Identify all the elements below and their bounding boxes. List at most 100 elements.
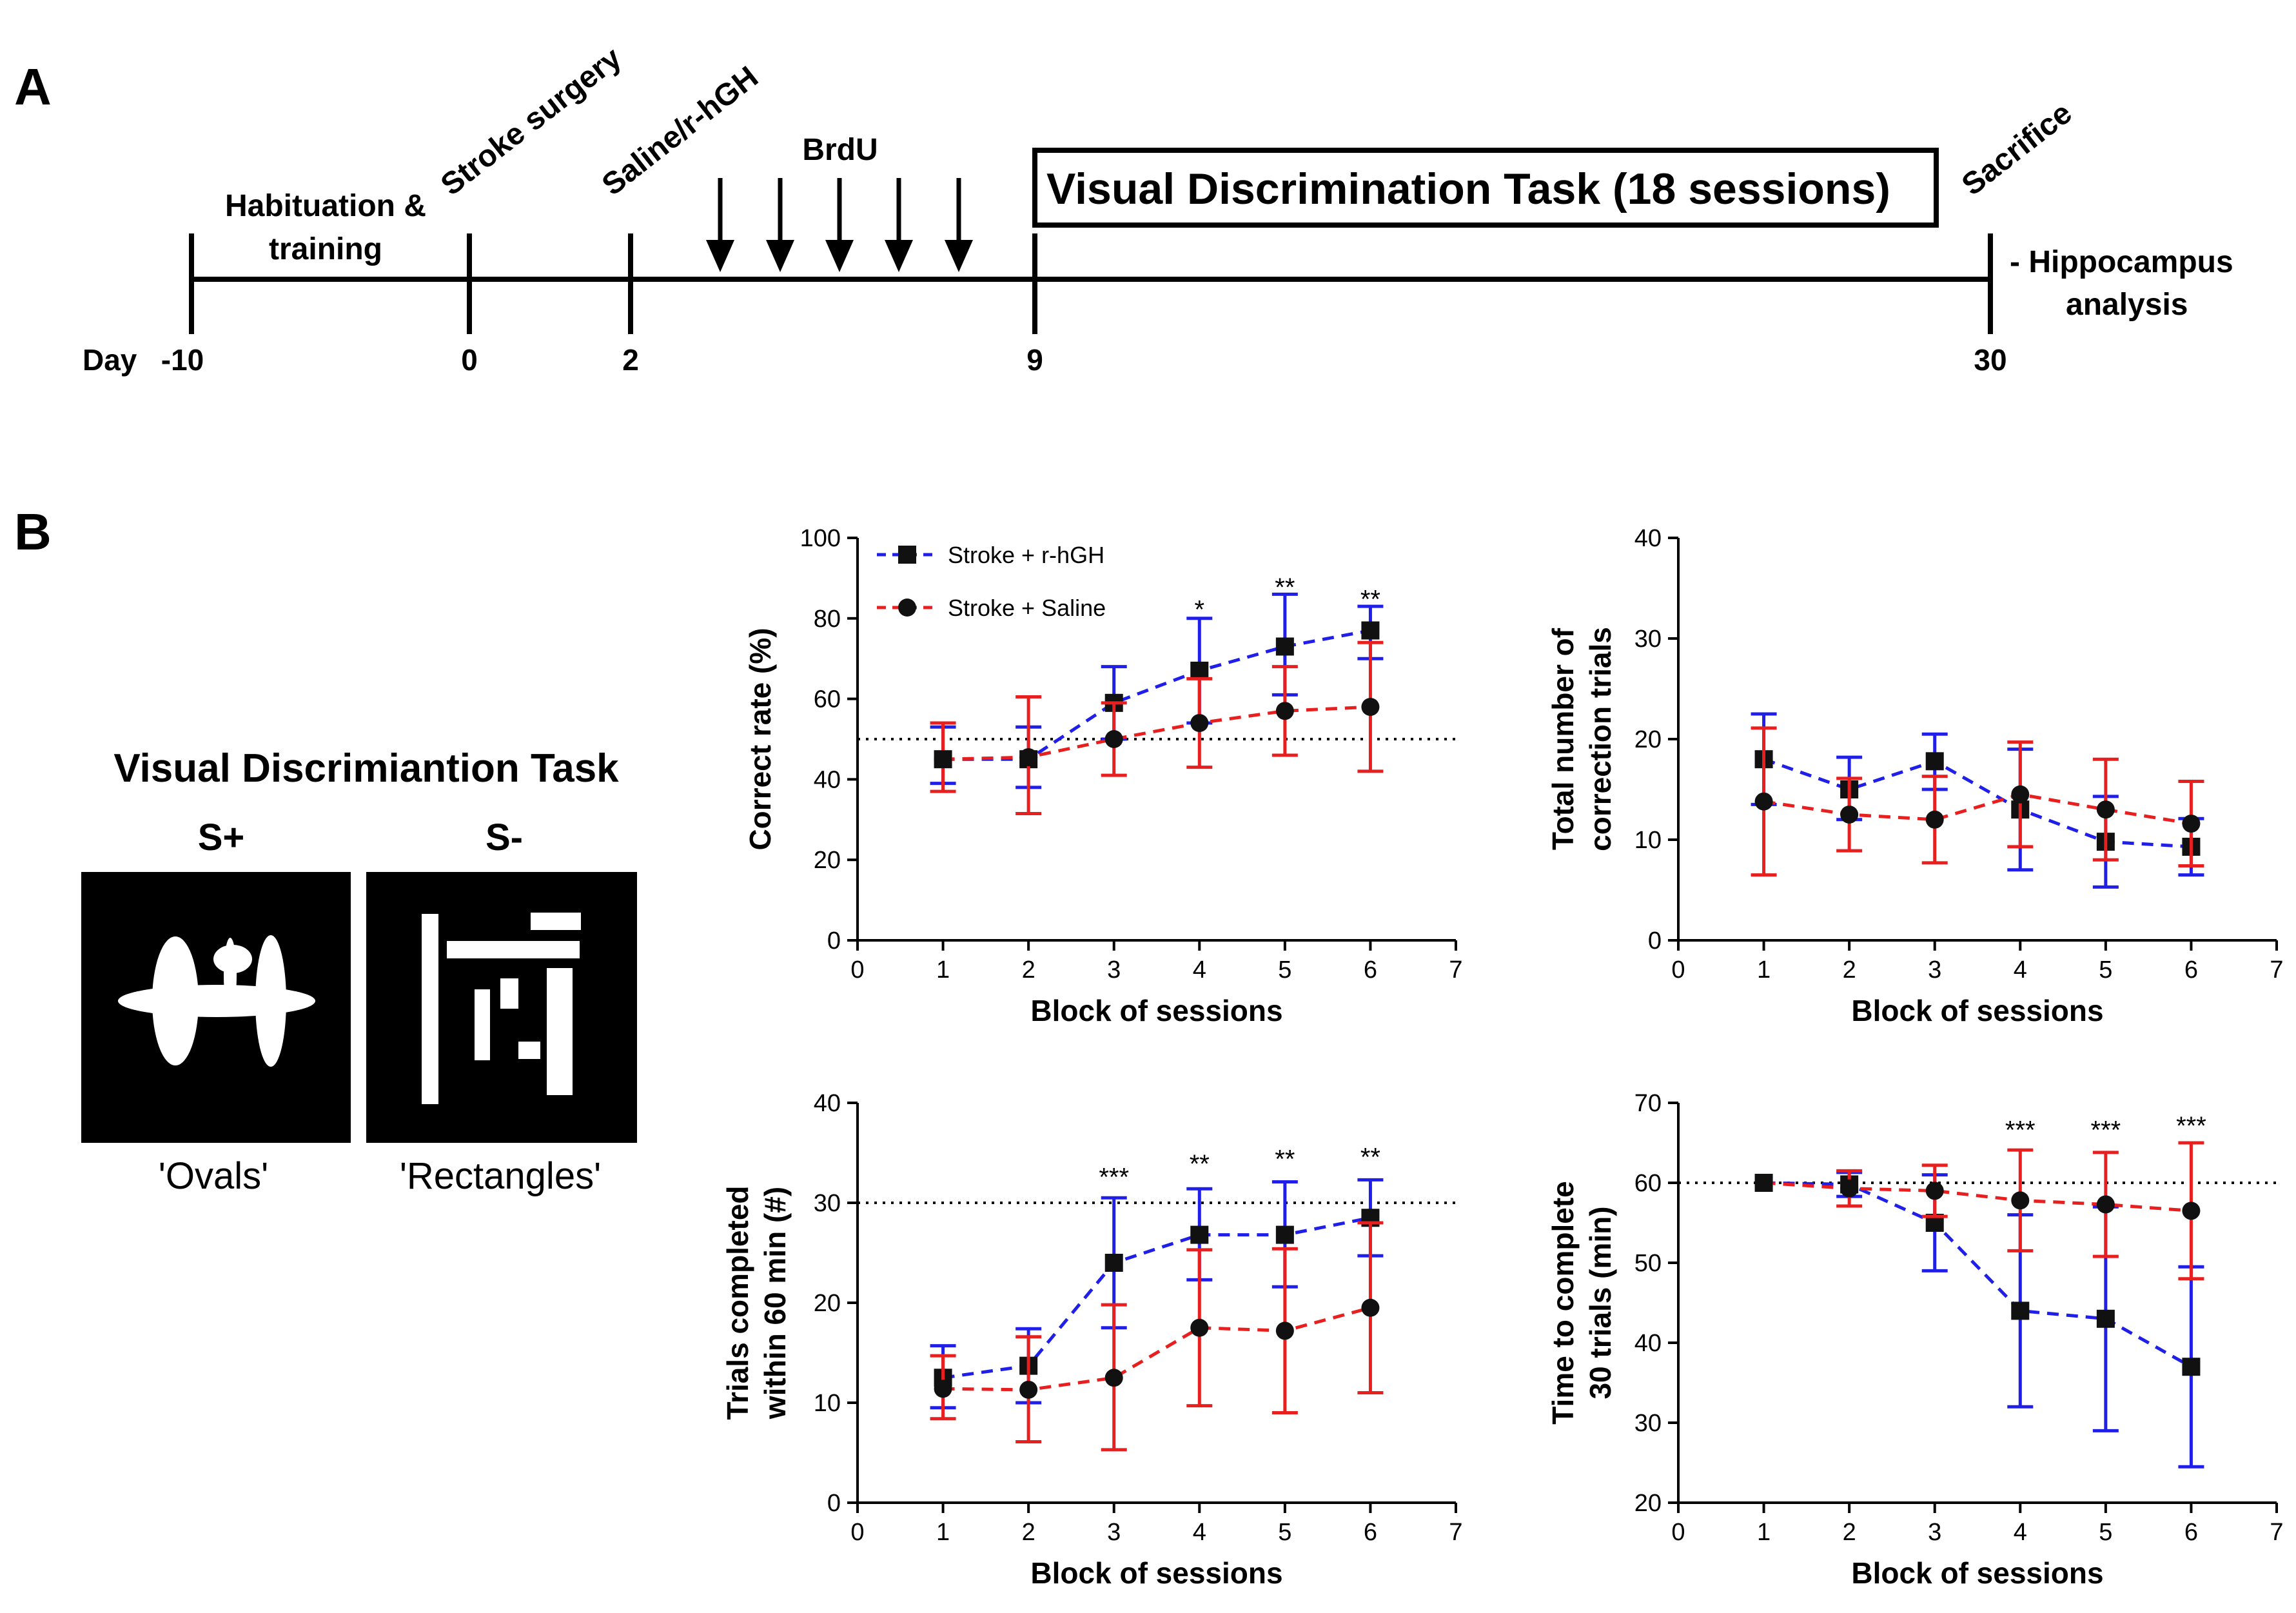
timeline-day-label: 9	[1026, 343, 1043, 377]
brdu-arrow-head	[825, 240, 854, 272]
data-point-circle	[1840, 806, 1859, 824]
y-tick-label: 0	[1648, 927, 1662, 955]
oval-left-vertical	[152, 936, 199, 1065]
timeline-event-label: Sacrifice	[1956, 96, 2078, 203]
rectangles-stimulus	[366, 872, 637, 1143]
x-tick-label: 5	[1278, 1519, 1291, 1546]
series-line	[943, 629, 1371, 761]
data-point-circle	[1275, 1321, 1294, 1340]
significance-marker: **	[1190, 1150, 1210, 1178]
x-tick-label: 6	[1364, 956, 1377, 984]
data-point-circle	[1754, 792, 1773, 811]
brdu-arrow-head	[766, 240, 794, 272]
brdu-label: BrdU	[802, 133, 878, 167]
data-point-square	[2096, 1309, 2115, 1328]
y-tick-label: 10	[1634, 827, 1662, 854]
data-point-circle	[2182, 1202, 2201, 1220]
data-point-circle	[1275, 702, 1294, 720]
task-illustration: Visual Discrimiantion Task S+ S- 'Ovals'…	[81, 746, 637, 1197]
data-point-square	[2011, 1301, 2030, 1320]
series-saline	[1751, 726, 2204, 877]
x-tick-label: 5	[2099, 1519, 2112, 1546]
series-saline	[1754, 1141, 2204, 1281]
data-point-circle	[934, 750, 952, 769]
data-point-circle	[1104, 730, 1123, 748]
data-point-square	[1925, 752, 1944, 771]
y-tick-label: 50	[1634, 1250, 1662, 1277]
x-tick-label: 4	[2014, 1519, 2027, 1546]
x-tick-label: 0	[850, 956, 864, 984]
rect-middle-small	[500, 978, 518, 1009]
oval-right-vertical	[255, 935, 286, 1067]
x-tick-label: 2	[1843, 956, 1856, 984]
s-plus-label: S+	[198, 816, 245, 858]
data-point-circle	[2096, 800, 2115, 819]
x-tick-label: 4	[1193, 956, 1206, 984]
timeline-day-label: 30	[1974, 343, 2007, 377]
rect-right-tall	[547, 968, 573, 1095]
timeline-day-label: 2	[622, 343, 639, 377]
panel-letter-a: A	[14, 58, 52, 115]
series-rhgh	[930, 1178, 1384, 1410]
data-point-circle	[1019, 748, 1038, 767]
x-tick-label: 6	[1364, 1519, 1377, 1546]
x-tick-label: 2	[1022, 1519, 1035, 1546]
y-tick-label: 20	[814, 847, 841, 874]
data-point-square	[2182, 1358, 2201, 1376]
legend-marker-square	[898, 546, 916, 564]
x-tick-label: 3	[1107, 956, 1121, 984]
significance-marker: ***	[2005, 1116, 2036, 1144]
data-point-circle	[1190, 1318, 1209, 1337]
x-tick-label: 4	[1193, 1519, 1206, 1546]
x-tick-label: 7	[1449, 956, 1462, 984]
data-point-square	[1104, 1254, 1123, 1272]
x-tick-label: 3	[1107, 1519, 1121, 1546]
x-axis-label: Block of sessions	[1030, 994, 1282, 1027]
x-tick-label: 0	[1671, 1519, 1685, 1546]
series-line	[943, 705, 1371, 761]
s-minus-label: S-	[486, 816, 523, 858]
rect-tall-left	[422, 914, 438, 1104]
data-point-circle	[2011, 1191, 2030, 1210]
legend-label: Stroke + r-hGH	[948, 542, 1104, 568]
rectangles-caption: 'Rectangles'	[400, 1155, 601, 1197]
data-point-circle	[2011, 785, 2030, 804]
data-point-circle	[1925, 810, 1944, 829]
series-line	[1763, 1181, 2192, 1369]
y-tick-label: 30	[814, 1190, 841, 1217]
x-tick-label: 3	[1928, 1519, 1941, 1546]
data-point-square	[1275, 637, 1294, 656]
x-tick-label: 7	[2270, 1519, 2283, 1546]
y-axis-label: within 60 min (#)	[758, 1187, 792, 1420]
significance-marker: ***	[1099, 1163, 1129, 1191]
series-rhgh	[1751, 712, 2204, 889]
x-tick-label: 3	[1928, 956, 1941, 984]
x-tick-label: 4	[2014, 956, 2027, 984]
end-note: analysis	[2066, 288, 2188, 322]
y-tick-label: 60	[1634, 1170, 1662, 1197]
y-tick-label: 30	[1634, 626, 1662, 653]
series-line	[1763, 793, 2192, 826]
panel-letter-b: B	[14, 503, 52, 560]
x-axis-label: Block of sessions	[1851, 1556, 2103, 1590]
y-axis-label: Time to complete	[1546, 1181, 1580, 1424]
legend-marker-circle	[898, 599, 916, 617]
ovals-stimulus	[81, 872, 351, 1143]
x-tick-label: 0	[1671, 956, 1685, 984]
data-point-square	[1361, 621, 1380, 640]
legend-label: Stroke + Saline	[948, 595, 1106, 621]
timeline-event-label: Habituation &	[225, 189, 426, 223]
oval-thin-center	[224, 938, 237, 1013]
series-line	[1763, 1181, 2192, 1212]
rect-top-right	[531, 913, 581, 930]
y-tick-label: 40	[1634, 525, 1662, 552]
data-point-circle	[1840, 1179, 1859, 1198]
x-tick-label: 1	[936, 1519, 950, 1546]
y-tick-label: 60	[814, 686, 841, 713]
x-tick-label: 1	[1757, 1519, 1771, 1546]
y-tick-label: 0	[827, 1490, 841, 1517]
ovals-caption: 'Ovals'	[159, 1155, 268, 1197]
timeline-day-label: -10	[161, 343, 204, 377]
chart-correction-trials: 0 10 20 30 40 0 1 2 3 4 5 6 7 Block of sessions Total …	[1546, 525, 2284, 1027]
